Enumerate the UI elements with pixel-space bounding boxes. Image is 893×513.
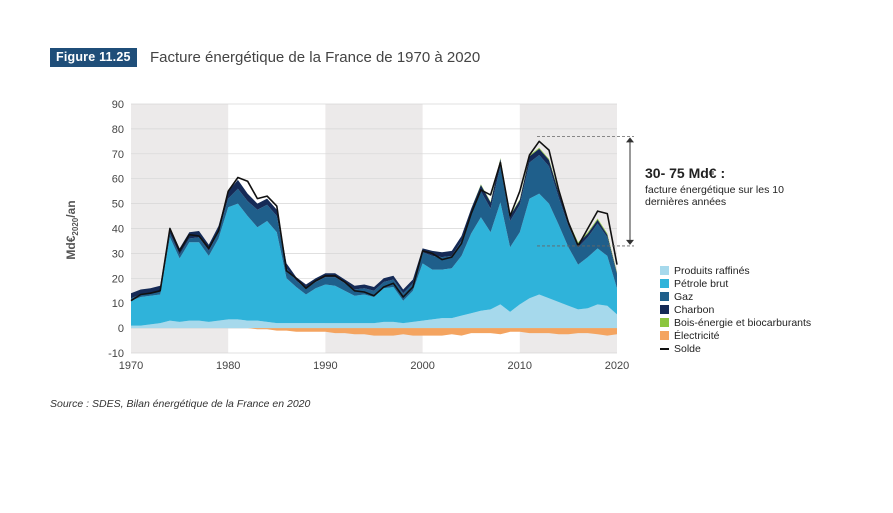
area-series [131, 147, 617, 336]
legend-item-electricite: Électricité [660, 329, 811, 342]
legend-label: Solde [674, 342, 701, 355]
x-tick-label: 2020 [605, 360, 629, 372]
legend-swatch [660, 292, 669, 301]
x-tick-label: 1990 [313, 360, 337, 372]
legend: Produits raffinés Pétrole brut Gaz Charbon B… [660, 264, 811, 355]
legend-label: Produits raffinés [674, 264, 750, 277]
y-tick-label: -10 [108, 348, 124, 360]
figure-number-badge: Figure 11.25 [50, 48, 137, 67]
legend-swatch [660, 347, 669, 350]
line-solde [130, 140, 618, 302]
y-tick-label: 50 [112, 199, 124, 211]
area-charbon [131, 148, 617, 299]
legend-swatch [660, 305, 669, 314]
y-tick-label: 20 [112, 273, 124, 285]
y-axis-ticks: -10 0 10 20 30 40 50 60 70 80 90 [108, 99, 124, 360]
legend-item-gaz: Gaz [660, 290, 811, 303]
legend-item-produits-raffines: Produits raffinés [660, 264, 811, 277]
legend-label: Gaz [674, 290, 694, 303]
legend-label: Pétrole brut [674, 277, 729, 290]
y-tick-label: 0 [118, 323, 124, 335]
figure-title: Facture énergétique de la France de 1970… [150, 49, 481, 66]
area-gaz [131, 155, 617, 301]
x-tick-label: 1970 [119, 360, 143, 372]
legend-item-solde: Solde [660, 342, 811, 355]
y-tick-label: 60 [112, 174, 124, 186]
area-electricite [131, 328, 617, 336]
range-bracket [537, 135, 634, 247]
y-tick-label: 70 [112, 149, 124, 161]
y-tick-label: 90 [112, 99, 124, 111]
y-tick-label: 30 [112, 248, 124, 260]
legend-label: Bois-énergie et biocarburants [674, 316, 812, 329]
source-note: Source : SDES, Bilan énergétique de la F… [50, 398, 311, 410]
legend-item-charbon: Charbon [660, 303, 811, 316]
x-tick-label: 2000 [410, 360, 434, 372]
annotation-text: facture énergétique sur les 10 dernières… [645, 184, 784, 208]
x-axis-ticks: 1970 1980 1990 2000 2010 2020 [119, 360, 629, 372]
y-tick-label: 10 [112, 298, 124, 310]
y-tick-label: 80 [112, 124, 124, 136]
y-tick-label: 40 [112, 224, 124, 236]
legend-swatch [660, 331, 669, 340]
legend-item-bois-energie-et-biocarburants: Bois-énergie et biocarburants [660, 316, 811, 329]
x-tick-label: 2010 [508, 360, 532, 372]
legend-swatch [660, 279, 669, 288]
legend-label: Électricité [674, 329, 720, 342]
legend-swatch [660, 318, 669, 327]
legend-label: Charbon [674, 303, 715, 316]
line-series [130, 140, 618, 302]
x-tick-label: 1980 [216, 360, 240, 372]
legend-swatch [660, 266, 669, 275]
bracket-arrow-down-icon [626, 239, 634, 245]
area-petrole-brut [131, 193, 617, 326]
area-produits-raffines [131, 294, 617, 329]
bracket-arrow-up-icon [626, 137, 634, 143]
legend-item-petrole-brut: Pétrole brut [660, 277, 811, 290]
annotation-headline: 30- 75 Md€ : [645, 165, 726, 181]
